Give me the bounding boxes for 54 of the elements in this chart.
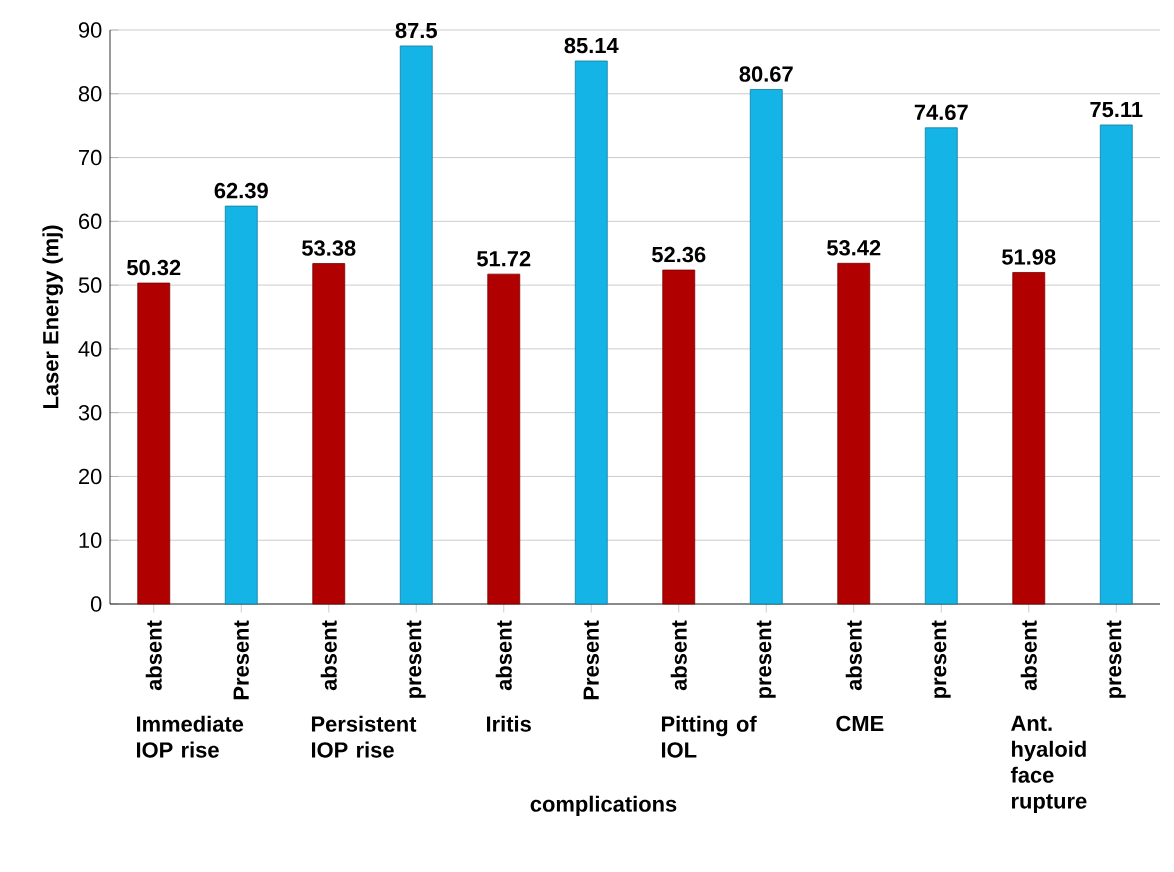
- data-label: 75.11: [1090, 101, 1143, 118]
- bar: [487, 273, 521, 605]
- x-tick-label: Present: [233, 620, 249, 700]
- y-tick-label: 30: [78, 404, 102, 421]
- bar: [924, 127, 958, 605]
- text: Iritis: [486, 715, 531, 732]
- x-tick-label: present: [406, 620, 426, 698]
- bar: [312, 263, 346, 605]
- bar: [399, 45, 433, 605]
- y-tick-label: 70: [79, 149, 102, 166]
- y-tick-label: 0: [90, 596, 102, 612]
- x-tick-label: Present: [583, 620, 599, 700]
- y-axis-title: Laser Energy (mj): [42, 225, 63, 409]
- bar: [224, 205, 258, 605]
- x-tick-label: absent: [145, 620, 162, 691]
- text: Pitting of IOL: [661, 715, 757, 758]
- data-label: 51.98: [1002, 249, 1056, 265]
- x-tick-label: present: [756, 620, 776, 698]
- bar: [1099, 124, 1133, 605]
- x-tick-label: absent: [495, 620, 512, 691]
- bar: [837, 262, 871, 605]
- y-tick-label: 60: [79, 213, 102, 230]
- data-label: 53.38: [302, 240, 356, 256]
- data-label: 87.5: [395, 22, 437, 39]
- data-label: 53.42: [827, 240, 881, 256]
- bar: [137, 282, 171, 605]
- data-label: 85.14: [564, 37, 619, 54]
- x-tick-label: absent: [1020, 620, 1037, 691]
- x-axis-title: complications: [530, 795, 677, 817]
- data-label: 52.36: [652, 246, 706, 263]
- y-tick-label: 40: [78, 341, 102, 357]
- bar: [574, 60, 608, 605]
- data-label: 62.39: [214, 182, 268, 199]
- y-tick-label: 90: [78, 22, 102, 38]
- data-label: 51.72: [477, 250, 531, 267]
- bar: [749, 89, 783, 605]
- x-tick-label: absent: [670, 620, 687, 691]
- data-label: 80.67: [739, 66, 793, 82]
- x-tick-label: absent: [845, 620, 862, 691]
- x-tick-label: present: [1106, 620, 1126, 698]
- y-tick-label: 20: [79, 468, 102, 485]
- data-label: 50.32: [127, 259, 181, 276]
- y-tick-label: 80: [78, 86, 102, 102]
- text: Persistent IOP rise: [311, 715, 417, 758]
- data-label: 74.67: [914, 104, 968, 121]
- text: Ant. hyaloid face rupture: [1010, 715, 1087, 814]
- y-tick-label: 10: [79, 532, 102, 548]
- text: Immediate IOP rise: [136, 715, 244, 758]
- bar: [662, 269, 696, 605]
- x-tick-label: absent: [320, 620, 337, 691]
- y-tick-label: 50: [78, 277, 102, 293]
- bar: [1012, 272, 1046, 605]
- text: CME: [836, 715, 884, 732]
- x-tick-label: present: [931, 620, 951, 698]
